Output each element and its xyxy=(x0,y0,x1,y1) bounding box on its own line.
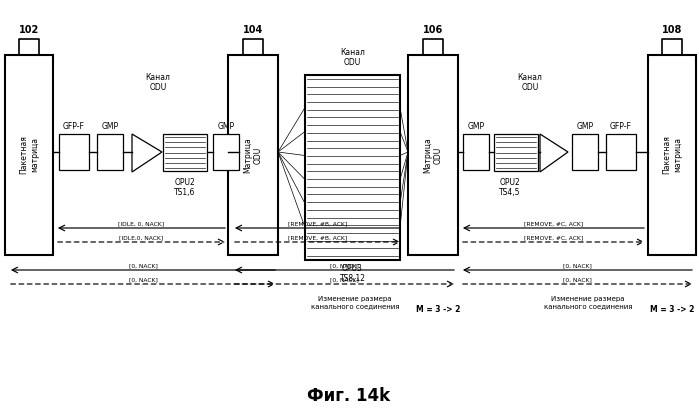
Text: [REMOVE, #B, ACK]: [REMOVE, #B, ACK] xyxy=(288,221,347,226)
Text: [IDLE,0, NACK]: [IDLE,0, NACK] xyxy=(120,235,164,240)
Bar xyxy=(606,134,636,170)
Text: [0, NACK]: [0, NACK] xyxy=(129,263,157,268)
Bar xyxy=(463,134,489,170)
Text: [0, NACK]: [0, NACK] xyxy=(563,263,592,268)
Text: [0, NACK]: [0, NACK] xyxy=(330,277,359,282)
Text: Пакетная
матрица: Пакетная матрица xyxy=(662,136,682,174)
Text: 108: 108 xyxy=(662,25,682,35)
Text: M = 3 -> 2: M = 3 -> 2 xyxy=(650,305,694,314)
Text: GFP-F: GFP-F xyxy=(63,122,85,131)
Text: GMP: GMP xyxy=(468,122,484,131)
Bar xyxy=(59,134,89,170)
Text: Матрица
ODU: Матрица ODU xyxy=(243,137,263,173)
Text: Изменение размера
канального соединения: Изменение размера канального соединения xyxy=(544,296,633,309)
Text: [REMOVE, #B, ACK]: [REMOVE, #B, ACK] xyxy=(288,235,347,240)
Bar xyxy=(305,75,400,260)
Bar xyxy=(494,134,538,171)
Text: OPU2
TS4,5: OPU2 TS4,5 xyxy=(499,178,521,197)
Text: 102: 102 xyxy=(19,25,39,35)
Text: [0, NACK]: [0, NACK] xyxy=(330,263,359,268)
Text: 106: 106 xyxy=(423,25,443,35)
Bar xyxy=(572,134,598,170)
Text: GFP-F: GFP-F xyxy=(610,122,632,131)
Text: [REMOVE, #C, ACK]: [REMOVE, #C, ACK] xyxy=(524,221,583,226)
Text: [0, NACK]: [0, NACK] xyxy=(563,277,592,282)
Text: OPU3
TS8,12: OPU3 TS8,12 xyxy=(340,264,366,283)
Text: Канал
ODU: Канал ODU xyxy=(145,73,171,92)
Text: OPU2
TS1,6: OPU2 TS1,6 xyxy=(174,178,196,197)
Text: Канал
ODU: Канал ODU xyxy=(517,73,542,92)
Text: [0, NACK]: [0, NACK] xyxy=(129,277,157,282)
Text: [IDLE, 0, NACK]: [IDLE, 0, NACK] xyxy=(118,221,164,226)
Text: GMP: GMP xyxy=(217,122,235,131)
Bar xyxy=(97,134,123,170)
Bar xyxy=(228,55,278,255)
Text: Пакетная
матрица: Пакетная матрица xyxy=(19,136,39,174)
Text: [REMOVE, #C, ACK]: [REMOVE, #C, ACK] xyxy=(524,235,583,240)
Text: M = 3 -> 2: M = 3 -> 2 xyxy=(416,305,461,314)
Bar xyxy=(213,134,239,170)
Text: GMP: GMP xyxy=(101,122,119,131)
Bar xyxy=(5,55,53,255)
Text: GMP: GMP xyxy=(577,122,593,131)
Bar xyxy=(163,134,207,171)
Bar xyxy=(408,55,458,255)
Text: Изменение размера
канального соединения: Изменение размера канального соединения xyxy=(311,296,399,309)
Text: Фиг. 14k: Фиг. 14k xyxy=(308,387,391,405)
Text: Матрица
ODU: Матрица ODU xyxy=(423,137,443,173)
Text: 104: 104 xyxy=(243,25,263,35)
Bar xyxy=(648,55,696,255)
Text: Канал
ODU: Канал ODU xyxy=(340,48,365,67)
